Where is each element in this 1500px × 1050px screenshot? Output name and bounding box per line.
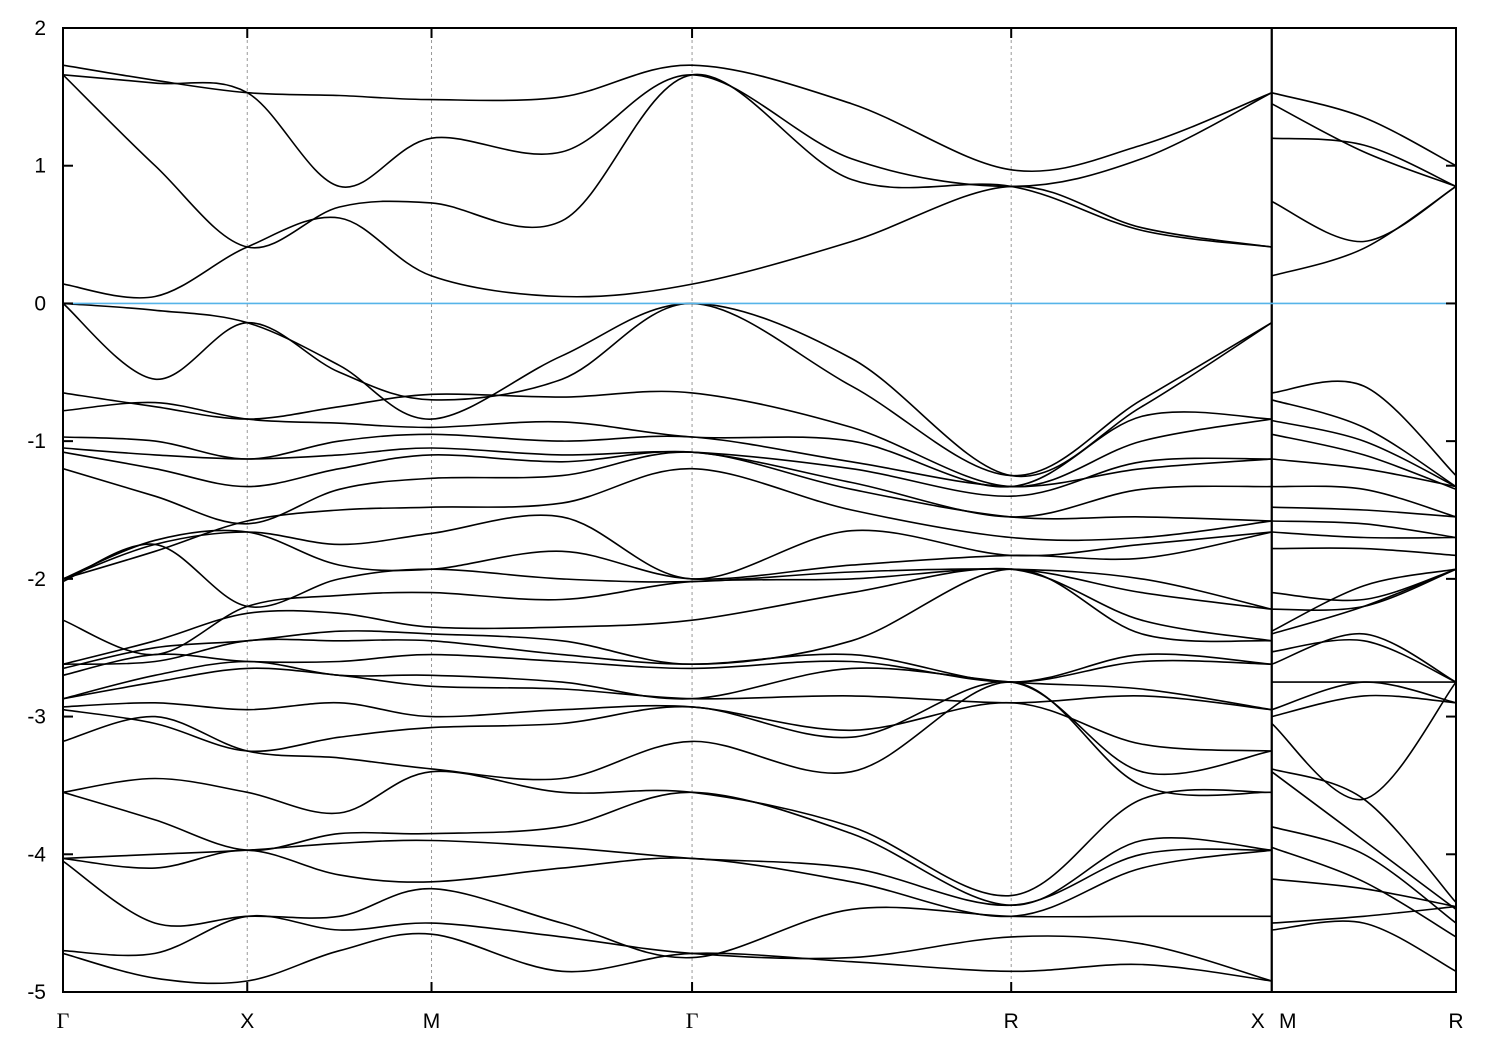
band-line bbox=[63, 543, 1272, 610]
band-line bbox=[1271, 433, 1456, 491]
kpoint-label: X bbox=[1251, 1010, 1265, 1033]
band-line bbox=[63, 680, 1272, 776]
band-line bbox=[63, 681, 1272, 797]
band-line bbox=[1271, 568, 1456, 602]
plot-frame bbox=[62, 27, 1457, 993]
kpoint-label: Γ bbox=[57, 1008, 70, 1033]
band-line bbox=[1271, 547, 1456, 557]
band-line bbox=[1271, 458, 1456, 488]
band-line bbox=[63, 932, 1272, 985]
band-line bbox=[1271, 771, 1456, 911]
band-line bbox=[63, 701, 1272, 752]
y-tick-label: 2 bbox=[34, 17, 46, 40]
band-line bbox=[63, 638, 1272, 683]
y-tick-label: -4 bbox=[27, 843, 46, 866]
band-line bbox=[1271, 520, 1456, 539]
y-tick-label: -1 bbox=[27, 430, 46, 453]
band-line bbox=[1271, 399, 1456, 488]
band-line bbox=[1271, 920, 1456, 973]
band-line bbox=[1271, 633, 1456, 683]
band-line bbox=[63, 73, 1273, 188]
band-line bbox=[1271, 185, 1456, 277]
band-line bbox=[63, 568, 1272, 656]
band-line bbox=[63, 467, 1272, 580]
y-tick-label: 0 bbox=[34, 292, 46, 315]
band-line bbox=[63, 860, 1272, 959]
band-line bbox=[1271, 506, 1456, 518]
band-line bbox=[63, 791, 1272, 907]
band-line bbox=[1271, 485, 1456, 518]
bands bbox=[63, 64, 1456, 985]
band-line bbox=[1271, 878, 1456, 908]
band-line bbox=[1271, 681, 1456, 711]
band-line bbox=[63, 185, 1272, 299]
band-line bbox=[63, 401, 1272, 488]
band-line bbox=[1271, 905, 1456, 924]
band-line bbox=[1271, 846, 1456, 938]
band-line bbox=[63, 770, 1272, 897]
kpoint-label: X bbox=[240, 1010, 254, 1033]
band-line bbox=[63, 433, 1272, 488]
band-line bbox=[63, 514, 1272, 580]
band-line bbox=[1271, 137, 1456, 188]
band-line bbox=[1271, 419, 1456, 488]
band-line bbox=[63, 450, 1272, 518]
band-line bbox=[1271, 568, 1456, 635]
y-tick-label: -5 bbox=[27, 981, 46, 1004]
band-line bbox=[1271, 568, 1456, 632]
kpoint-label: R bbox=[1004, 1010, 1019, 1033]
kpoint-label: R bbox=[1448, 1010, 1463, 1033]
band-line bbox=[63, 451, 1272, 525]
band-line bbox=[1271, 91, 1456, 167]
y-tick-label: -2 bbox=[27, 568, 46, 591]
band-line bbox=[63, 567, 1272, 665]
band-line bbox=[1271, 380, 1456, 477]
band-line bbox=[63, 849, 1272, 918]
band-line bbox=[1271, 639, 1456, 683]
y-tick-label: 1 bbox=[34, 155, 46, 178]
band-line bbox=[63, 73, 1272, 249]
band-line bbox=[1271, 568, 1456, 611]
grid-lines bbox=[246, 28, 1012, 992]
band-line bbox=[1271, 825, 1456, 924]
band-line bbox=[63, 660, 1272, 711]
band-line bbox=[63, 447, 1272, 498]
kpoint-label: M bbox=[1279, 1010, 1297, 1033]
band-line bbox=[1271, 694, 1456, 718]
band-line bbox=[1271, 768, 1456, 904]
kpoint-label: Γ bbox=[686, 1008, 699, 1033]
band-line bbox=[63, 302, 1273, 477]
band-line bbox=[63, 302, 1273, 478]
band-line bbox=[1271, 102, 1456, 188]
band-line bbox=[63, 914, 1272, 982]
band-line bbox=[63, 64, 1272, 173]
band-line bbox=[1271, 531, 1456, 539]
kpoint-label: M bbox=[423, 1010, 441, 1033]
band-line bbox=[63, 529, 1272, 580]
band-line bbox=[63, 667, 1272, 711]
y-tick-label: -3 bbox=[27, 706, 46, 729]
band-line bbox=[1271, 185, 1456, 243]
